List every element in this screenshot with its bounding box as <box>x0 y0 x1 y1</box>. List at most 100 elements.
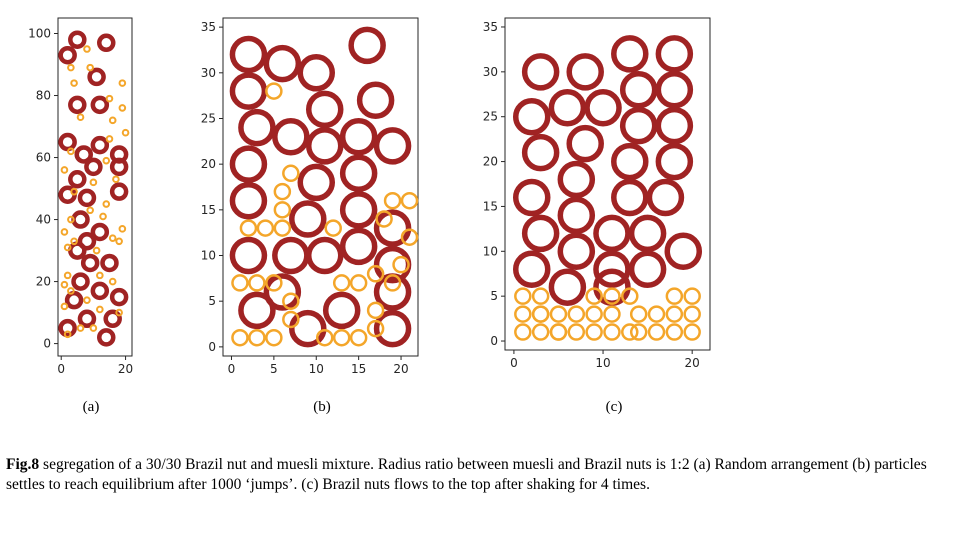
muesli-marker-b <box>273 201 292 219</box>
muesli-marker-a <box>99 212 107 221</box>
brazil-nut-marker-c <box>512 250 551 288</box>
brazil-nut-marker-b <box>263 44 302 83</box>
brazil-nut-marker-c <box>628 214 667 253</box>
muesli-marker-b <box>349 328 368 347</box>
brazil-nut-marker-b <box>305 90 344 129</box>
muesli-marker-a <box>83 45 91 53</box>
muesli-marker-a <box>60 228 69 236</box>
y-tick-label-c: 20 <box>483 155 498 169</box>
x-tick-label-b: 5 <box>270 362 278 376</box>
muesli-marker-c <box>514 323 532 341</box>
muesli-marker-c <box>683 287 701 305</box>
y-tick-label-b: 25 <box>201 111 216 125</box>
brazil-nut-marker-b <box>229 72 268 110</box>
brazil-nut-marker-a <box>90 95 110 115</box>
muesli-marker-b <box>231 274 249 292</box>
panel-a: 0 20 0 20 40 60 80 100 <box>28 17 133 376</box>
muesli-marker-b <box>332 274 351 292</box>
x-tick-label-b: 10 <box>309 362 324 376</box>
brazil-nut-marker-c <box>655 71 694 109</box>
muesli-marker-c <box>621 323 639 341</box>
muesli-marker-b <box>248 328 266 347</box>
brazil-nut-marker-c <box>566 53 604 91</box>
panel-label-c: (c) <box>606 399 623 415</box>
muesli-marker-a <box>102 156 111 165</box>
y-tick-label-a: 40 <box>36 213 51 227</box>
y-tick-label-c: 0 <box>490 334 498 348</box>
brazil-nut-marker-b <box>373 209 412 247</box>
x-tick-label-c: 10 <box>595 356 610 370</box>
brazil-nut-marker-a <box>68 169 87 189</box>
muesli-marker-c <box>531 305 550 323</box>
panel-b: 0 5 10 15 20 0 5 10 15 20 25 30 35 <box>201 17 419 376</box>
muesli-marker-c <box>629 305 648 323</box>
brazil-nut-marker-c <box>628 250 667 288</box>
muesli-marker-c <box>665 323 684 341</box>
x-tick-label-c: 20 <box>685 356 700 370</box>
brazil-nut-marker-b <box>229 236 268 275</box>
brazil-nut-marker-b <box>297 54 336 92</box>
brazil-nut-marker-b <box>305 127 344 165</box>
y-tick-label-c: 30 <box>483 65 498 79</box>
muesli-marker-a <box>70 237 78 246</box>
brazil-nut-marker-c <box>655 35 694 73</box>
muesli-marker-a <box>108 277 117 286</box>
brazil-nut-marker-c <box>593 250 631 288</box>
brazil-nut-marker-c <box>655 106 694 145</box>
muesli-marker-a <box>67 147 75 156</box>
x-tick-label-b: 15 <box>351 362 366 376</box>
muesli-marker-c <box>567 323 586 341</box>
muesli-marker-c <box>531 323 550 341</box>
muesli-marker-b <box>366 265 385 283</box>
brazil-nut-marker-a <box>80 253 100 273</box>
brazil-nut-marker-a <box>58 318 77 338</box>
muesli-marker-c <box>683 305 701 323</box>
muesli-marker-a <box>63 243 72 252</box>
muesli-marker-c <box>603 287 621 305</box>
muesli-marker-a <box>67 63 75 72</box>
y-tick-label-b: 5 <box>208 294 216 308</box>
caption-text: segregation of a 30/30 Brazil nut and mu… <box>6 456 927 493</box>
brazil-nut-marker-c <box>646 178 685 217</box>
y-tick-label-a: 60 <box>36 151 51 165</box>
brazil-nut-marker-c <box>655 142 694 181</box>
x-tick-label-a: 20 <box>118 362 133 376</box>
muesli-marker-a <box>112 175 120 184</box>
y-tick-label-a: 20 <box>36 275 51 289</box>
muesli-marker-b <box>315 328 334 347</box>
brazil-nut-marker-a <box>68 30 87 49</box>
muesli-marker-a <box>76 113 85 122</box>
muesli-marker-b <box>400 191 419 210</box>
brazil-nut-marker-c <box>611 178 649 217</box>
brazil-nut-marker-b <box>373 309 412 348</box>
muesli-marker-a <box>105 135 114 143</box>
muesli-marker-a <box>76 324 85 332</box>
muesli-marker-b <box>400 228 419 246</box>
panel-label-a: (a) <box>83 399 100 415</box>
brazil-nut-marker-a <box>109 287 129 307</box>
brazil-nut-marker-a <box>77 188 97 208</box>
y-tick-label-c: 25 <box>483 110 498 124</box>
brazil-nut-marker-a <box>87 67 106 87</box>
brazil-nut-marker-b <box>322 291 361 330</box>
y-tick-label-b: 15 <box>201 203 216 217</box>
muesli-marker-c <box>603 305 621 323</box>
muesli-marker-a <box>102 200 111 208</box>
muesli-marker-b <box>282 292 300 310</box>
muesli-marker-a <box>108 234 117 242</box>
brazil-nut-marker-a <box>74 145 93 164</box>
muesli-marker-b <box>273 219 292 237</box>
muesli-marker-b <box>324 219 342 237</box>
x-tick-label-b: 20 <box>393 362 408 376</box>
muesli-marker-a <box>96 271 104 280</box>
brazil-nut-marker-a <box>97 328 116 347</box>
muesli-marker-a <box>86 206 94 215</box>
muesli-marker-a <box>92 246 101 255</box>
muesli-marker-c <box>621 287 639 305</box>
muesli-marker-b <box>265 82 283 100</box>
muesli-marker-b <box>282 310 300 329</box>
muesli-marker-b <box>248 274 266 292</box>
brazil-nut-marker-c <box>619 106 658 145</box>
brazil-nut-marker-a <box>97 33 116 53</box>
